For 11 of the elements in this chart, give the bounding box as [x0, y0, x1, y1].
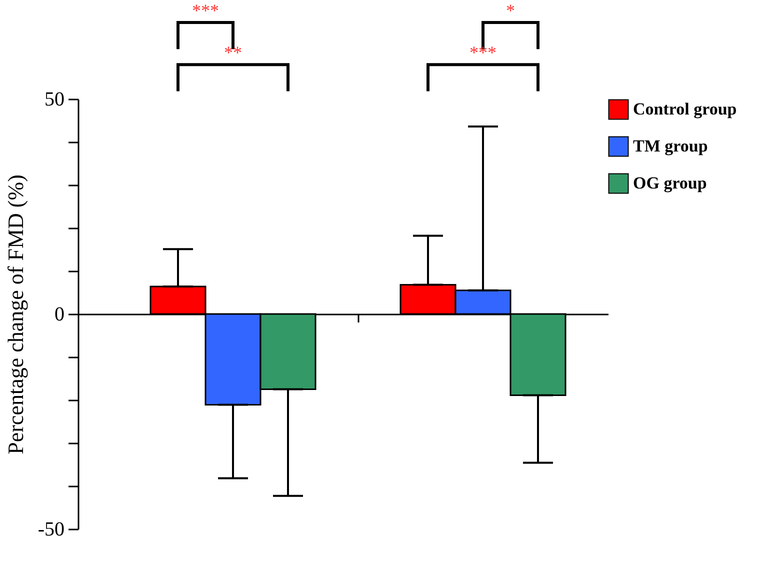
text: *** — [470, 42, 496, 63]
legend-label: OG group — [633, 174, 707, 192]
y-tick-label: 50 — [44, 88, 64, 110]
legend-label: Control group — [633, 100, 737, 118]
text: *** — [192, 0, 219, 20]
y-tick-label: 0 — [54, 304, 64, 326]
legend-label: TM group — [633, 136, 708, 156]
y-axis-title: Percentage change of FMD (%) — [2, 174, 28, 454]
text: * — [506, 0, 515, 20]
text: ** — [224, 42, 242, 63]
y-tick-label: -50 — [38, 518, 64, 540]
